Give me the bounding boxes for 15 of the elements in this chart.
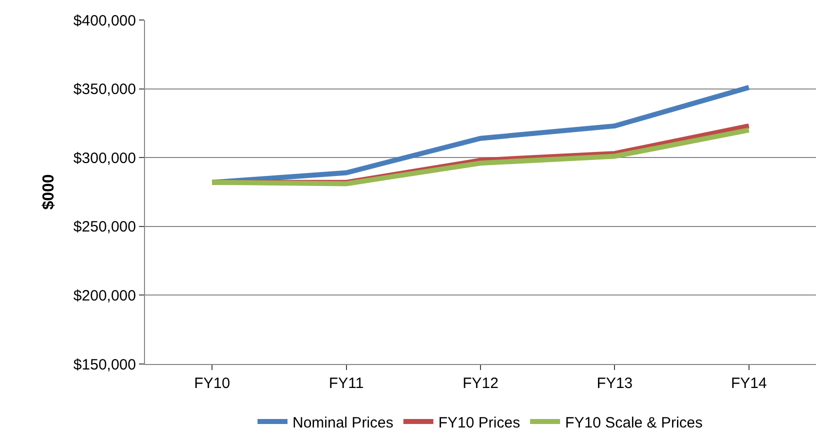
x-tick-label: FY11 — [328, 375, 364, 392]
legend-label: FY10 Prices — [438, 414, 520, 432]
y-tick-label: $200,000 — [73, 287, 136, 304]
x-tick-label: FY13 — [596, 375, 633, 392]
y-tick-label: $300,000 — [73, 150, 136, 167]
x-tick-label: FY14 — [730, 375, 767, 392]
y-tick-label: $250,000 — [73, 218, 136, 236]
y-axis-title: $000 — [40, 174, 58, 210]
legend-label: FY10 Scale & Prices — [565, 414, 703, 432]
y-tick-label: $150,000 — [73, 356, 136, 374]
y-tick-label: $400,000 — [73, 12, 136, 30]
x-tick-label: FY12 — [462, 375, 498, 392]
legend-label: Nominal Prices — [292, 414, 394, 432]
x-tick-label: FY10 — [194, 375, 230, 392]
y-tick-label: $350,000 — [73, 81, 136, 98]
